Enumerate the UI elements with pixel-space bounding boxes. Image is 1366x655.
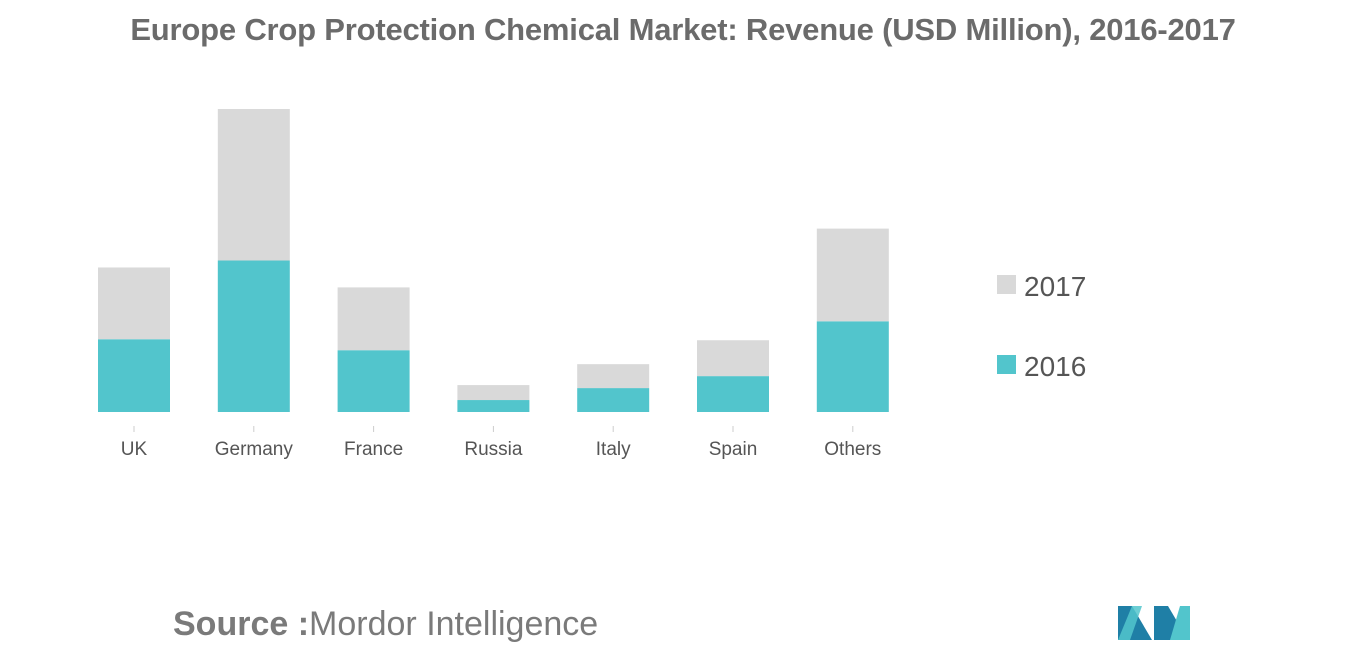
bar-france-2016 bbox=[337, 350, 410, 412]
x-tick-label: Italy bbox=[596, 439, 631, 460]
x-axis-labels: UK Germany France Russia Italy Spain Others bbox=[121, 439, 882, 460]
bar-spain-2016 bbox=[697, 376, 769, 412]
bar-chart: UK Germany France Russia Italy Spain Others 20… bbox=[98, 108, 1086, 460]
bar-germany-2016 bbox=[217, 260, 290, 412]
x-tick-label: UK bbox=[121, 439, 148, 460]
source-value: Mordor Intelligence bbox=[309, 605, 599, 643]
source-label: Source : bbox=[173, 605, 310, 643]
x-tick-label: Germany bbox=[215, 439, 294, 460]
bar-france-2017 bbox=[337, 287, 410, 351]
bar-italy-2016 bbox=[577, 388, 650, 412]
x-axis-ticks bbox=[133, 426, 854, 432]
x-tick-label: Spain bbox=[709, 439, 758, 460]
legend-label-2017: 2017 bbox=[1024, 271, 1086, 302]
x-tick-label: France bbox=[344, 439, 403, 460]
legend-swatch-2016 bbox=[997, 355, 1016, 374]
bar-uk-2017 bbox=[98, 267, 170, 340]
bar-others-2016 bbox=[816, 321, 889, 412]
legend-label-2016: 2016 bbox=[1024, 351, 1086, 382]
x-tick-label: Russia bbox=[464, 439, 523, 460]
bar-spain-2017 bbox=[697, 340, 769, 377]
bar-group bbox=[98, 108, 889, 412]
legend-swatch-2017 bbox=[997, 275, 1016, 294]
bar-italy-2017 bbox=[577, 364, 650, 389]
bar-russia-2016 bbox=[457, 400, 530, 412]
bar-others-2017 bbox=[816, 228, 889, 322]
x-tick-label: Others bbox=[824, 439, 881, 460]
chart-title: Europe Crop Protection Chemical Market: … bbox=[130, 12, 1236, 47]
legend: 2017 2016 bbox=[997, 271, 1086, 382]
source-note: Source :Mordor Intelligence bbox=[173, 605, 598, 644]
bar-uk-2016 bbox=[98, 339, 170, 412]
bar-germany-2017 bbox=[217, 108, 290, 261]
bar-russia-2017 bbox=[457, 385, 530, 401]
mordor-intelligence-logo-icon bbox=[1118, 606, 1190, 640]
